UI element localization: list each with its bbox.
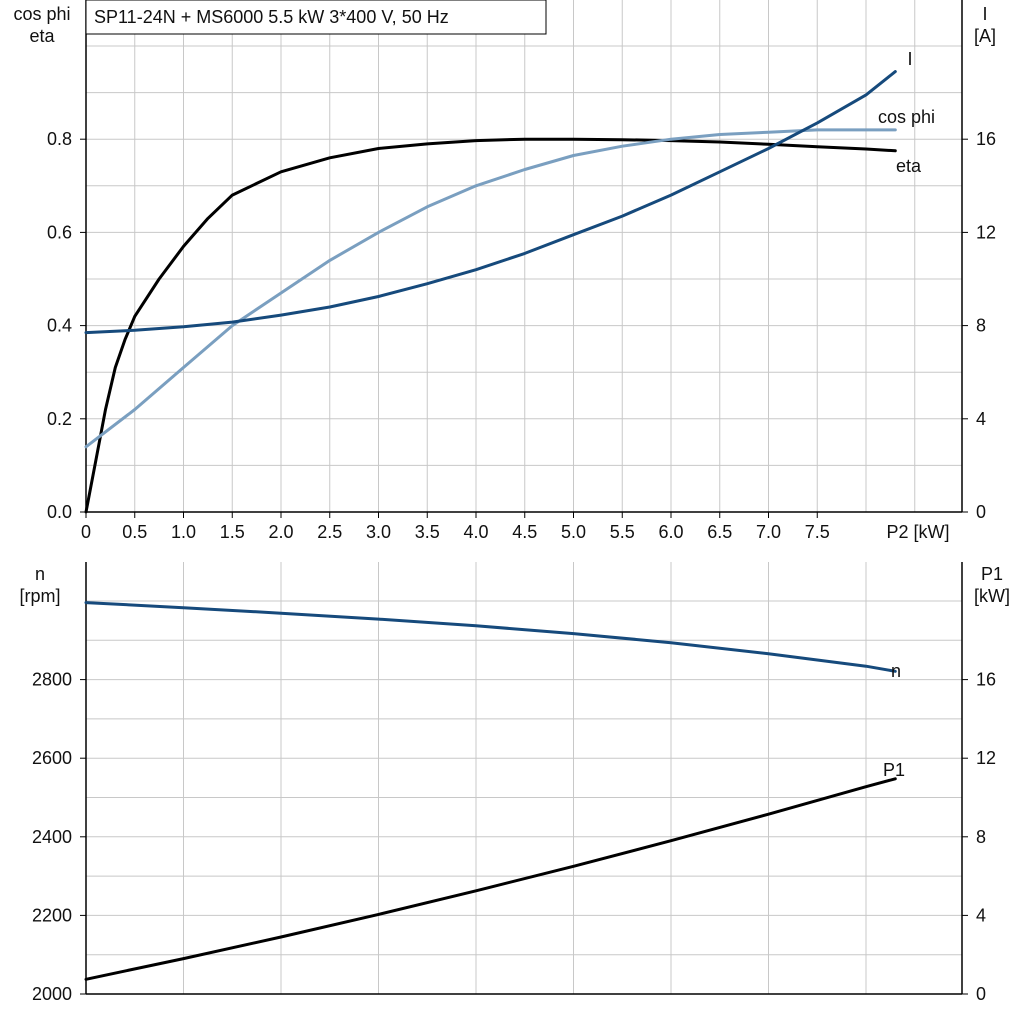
top-x-tick-label: 1.5 [220, 522, 245, 542]
series-label-i: I [907, 49, 912, 69]
top-x-tick-label: 4.0 [463, 522, 488, 542]
top-frame [85, 0, 963, 513]
bottom-right-y-tick-label: 8 [976, 827, 986, 847]
top-grid [86, 0, 962, 512]
right-axis-label-kw-unit: [kW] [974, 586, 1010, 606]
top-right-y-tick-label: 12 [976, 222, 996, 242]
top-x-tick-label: 3.5 [415, 522, 440, 542]
top-x-tick-label: 7.0 [756, 522, 781, 542]
bottom-frame [85, 562, 963, 995]
top-series [84, 70, 897, 514]
top-right-y-tick-label: 16 [976, 129, 996, 149]
top-x-tick-label: 0 [81, 522, 91, 542]
right-axis-label-p1: P1 [981, 564, 1003, 584]
title-box [85, 0, 547, 35]
bottom-left-y-tick-label: 2600 [32, 748, 72, 768]
bottom-right-y-tick-label: 0 [976, 984, 986, 1004]
bottom-right-y-tick-label: 16 [976, 670, 996, 690]
top-left-y-tick-label: 0.4 [47, 316, 72, 336]
chart-title: SP11-24N + MS6000 5.5 kW 3*400 V, 50 Hz [94, 7, 449, 27]
series-label-eta: eta [896, 156, 922, 176]
left-axis-label-eta: eta [29, 26, 55, 46]
series-label-cosphi: cos phi [878, 107, 935, 127]
bottom-left-y-tick-label: 2000 [32, 984, 72, 1004]
left-axis-label-cosphi: cos phi [13, 4, 70, 24]
top-x-tick-label: 2.0 [268, 522, 293, 542]
top-x-tick-label: 0.5 [122, 522, 147, 542]
top-right-y-tick-label: 8 [976, 316, 986, 336]
series-line-cos-phi [84, 128, 897, 449]
right-axis-label-a-unit: [A] [974, 26, 996, 46]
top-right-y-tick-label: 0 [976, 502, 986, 522]
top-ticks: 0 0.5 1.0 1.5 2.0 2.5 3.0 3.5 4.0 4.5 5.0 5.5 6.0 6.5… [47, 129, 996, 542]
bottom-left-y-tick-label: 2400 [32, 827, 72, 847]
top-x-tick-label: 6.0 [658, 522, 683, 542]
bottom-ticks: 2000 2200 2400 2600 2800 0 4 8 12 16 [32, 670, 996, 1004]
top-left-y-tick-label: 0.0 [47, 502, 72, 522]
right-axis-label-i: I [982, 4, 987, 24]
left-axis-label-n: n [35, 564, 45, 584]
bottom-right-y-tick-label: 4 [976, 905, 986, 925]
top-right-y-tick-label: 4 [976, 409, 986, 429]
series-label-n: n [891, 661, 901, 681]
top-x-tick-label: 5.5 [610, 522, 635, 542]
bottom-right-y-tick-label: 12 [976, 748, 996, 768]
top-x-tick-label: 6.5 [707, 522, 732, 542]
top-x-tick-label: 7.5 [805, 522, 830, 542]
left-axis-label-rpm-unit: [rpm] [19, 586, 60, 606]
series-line-p1 [84, 777, 897, 981]
bottom-left-y-tick-label: 2200 [32, 905, 72, 925]
top-x-tick-label: 2.5 [317, 522, 342, 542]
bottom-grid [86, 562, 962, 994]
top-x-tick-label: 1.0 [171, 522, 196, 542]
series-line-i [84, 70, 897, 335]
top-left-y-tick-label: 0.2 [47, 409, 72, 429]
series-label-p1: P1 [883, 760, 905, 780]
series-line-n [84, 601, 897, 673]
top-x-tick-label: 5.0 [561, 522, 586, 542]
top-x-tick-label: 4.5 [512, 522, 537, 542]
bottom-left-y-tick-label: 2800 [32, 670, 72, 690]
top-x-tick-label: 3.0 [366, 522, 391, 542]
series-line-eta [84, 137, 897, 514]
x-axis-label: P2 [kW] [886, 522, 949, 542]
top-left-y-tick-label: 0.8 [47, 129, 72, 149]
top-left-y-tick-label: 0.6 [47, 222, 72, 242]
bottom-series [84, 601, 897, 981]
